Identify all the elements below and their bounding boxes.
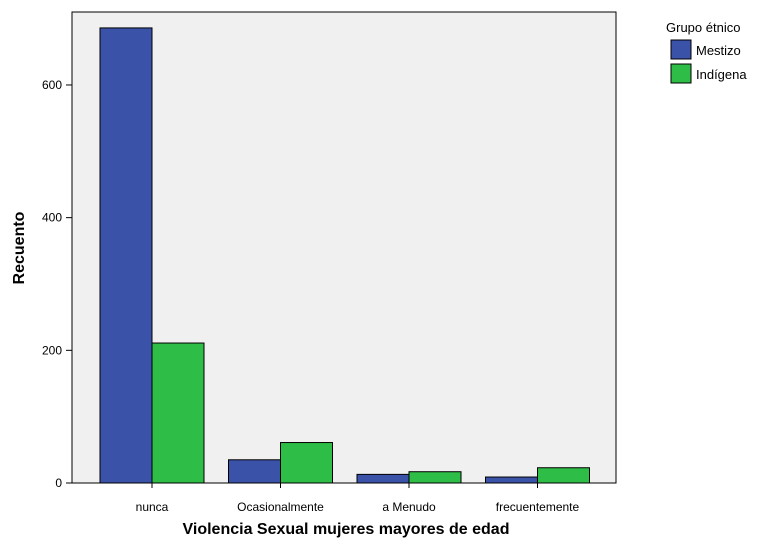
bar-ind-gena-frecuentemente xyxy=(537,467,590,484)
x-axis: nunca Ocasionalmente a Menudo frecuentement… xyxy=(136,483,580,514)
x-axis-title: Violencia Sexual mujeres mayores de edad xyxy=(183,521,510,538)
x-tick-label: nunca xyxy=(136,500,169,514)
legend-swatch-mestizo xyxy=(670,39,692,60)
legend-swatch-ind-gena xyxy=(670,63,692,84)
bars-layer xyxy=(99,27,590,484)
legend-label-mestizo: Mestizo xyxy=(696,43,741,58)
x-tick-label: frecuentemente xyxy=(496,500,580,514)
x-tick-label: a Menudo xyxy=(382,500,436,514)
bar-ind-gena-nunca xyxy=(151,342,205,484)
legend-label-ind-gena: Indígena xyxy=(696,67,747,82)
bar-mestizo-a-menudo xyxy=(356,473,410,484)
x-tick-label: Ocasionalmente xyxy=(237,500,324,514)
bar-ind-gena-ocasionalmente xyxy=(280,442,333,484)
y-axis: 0 200 400 600 xyxy=(42,78,72,490)
bar-mestizo-frecuentemente xyxy=(485,476,538,484)
bar-mestizo-nunca xyxy=(99,27,153,484)
legend-title: Grupo étnico xyxy=(666,20,740,35)
y-tick-label: 400 xyxy=(42,211,62,225)
y-tick-label: 600 xyxy=(42,78,62,92)
bar-mestizo-ocasionalmente xyxy=(228,459,281,484)
y-axis-title: Recuento xyxy=(11,211,28,284)
legend: Grupo étnico Mestizo Indígena xyxy=(666,20,747,84)
y-tick-label: 0 xyxy=(55,476,62,490)
bar-ind-gena-a-menudo xyxy=(408,471,462,484)
y-tick-label: 200 xyxy=(42,343,62,357)
